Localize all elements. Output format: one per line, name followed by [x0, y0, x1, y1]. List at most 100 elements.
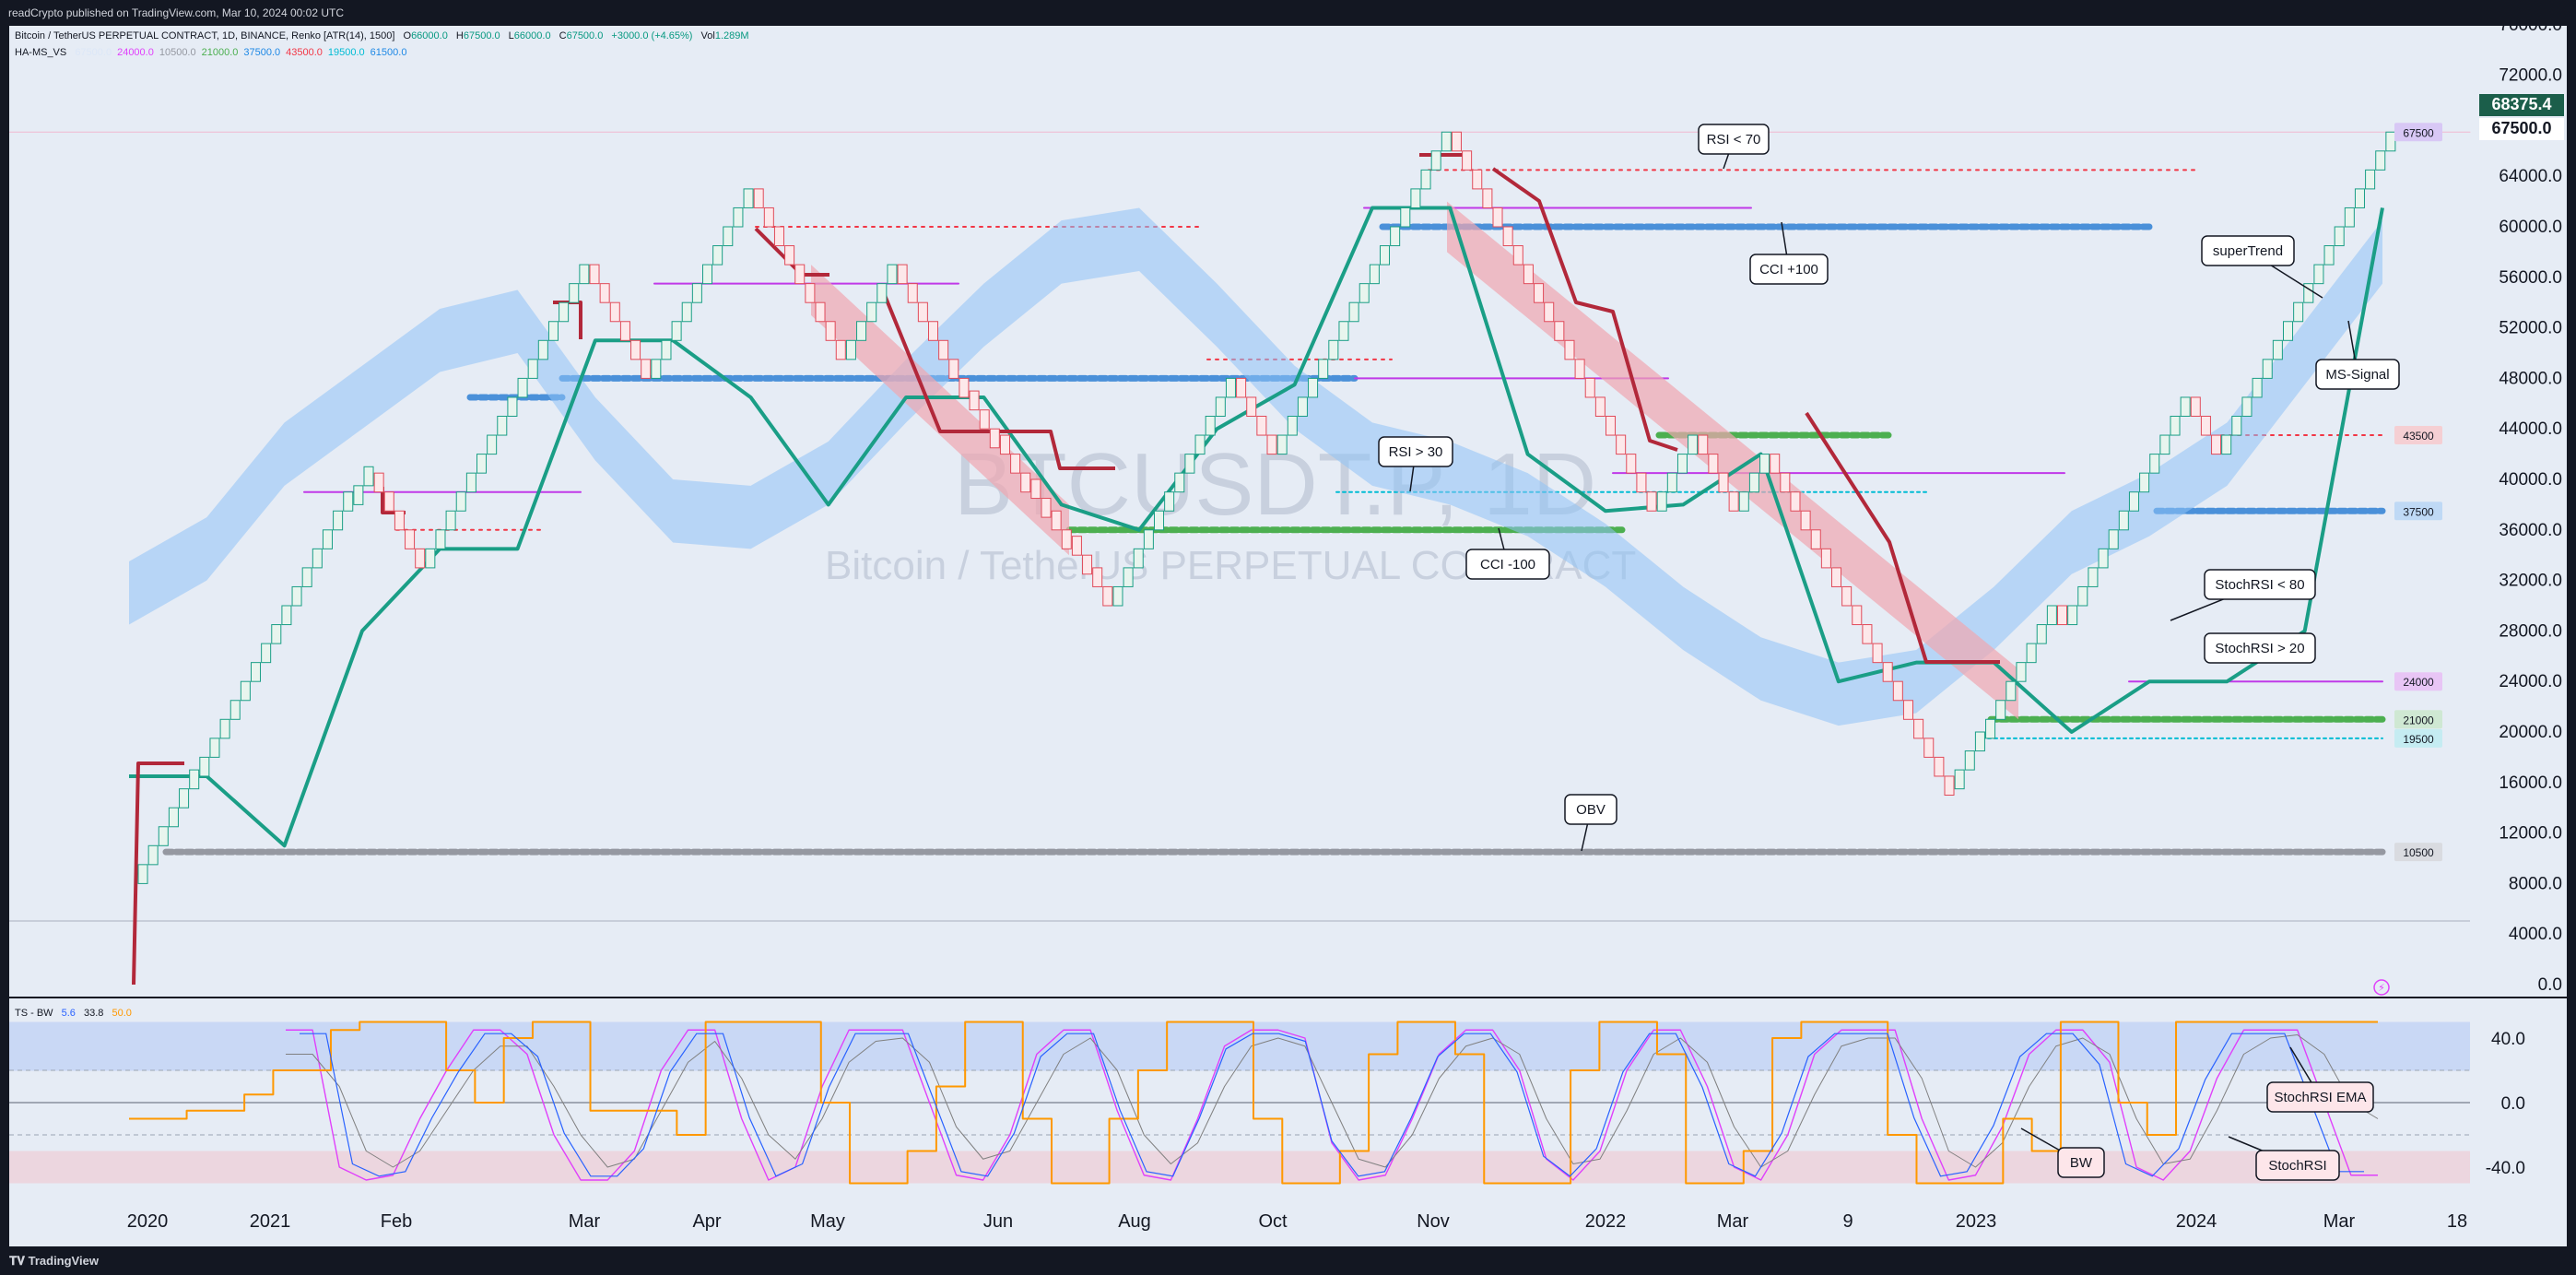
- renko-brick: [619, 321, 630, 341]
- callout-label: RSI > 30: [1389, 444, 1443, 460]
- time-tick: 18: [2447, 1211, 2467, 1232]
- renko-brick: [1646, 491, 1657, 512]
- callout-label: BW: [2070, 1155, 2093, 1171]
- renko-brick: [507, 396, 518, 418]
- osc-name: TS - BW: [15, 1008, 53, 1019]
- renko-brick: [1780, 472, 1791, 493]
- renko-brick: [189, 769, 200, 790]
- renko-brick: [1800, 510, 1811, 531]
- time-tick: 9: [1842, 1211, 1853, 1232]
- price-tick: 40000.0: [2499, 470, 2562, 490]
- price-tick: 48000.0: [2499, 369, 2562, 388]
- supertrend-bear-line: [878, 283, 1115, 470]
- renko-brick: [1215, 396, 1226, 418]
- price-tick: 60000.0: [2499, 218, 2562, 237]
- callout-label: superTrend: [2213, 243, 2283, 259]
- renko-brick: [1564, 339, 1575, 360]
- renko-brick: [1369, 264, 1380, 285]
- renko-brick: [363, 466, 374, 487]
- renko-brick: [1534, 283, 1545, 303]
- callout-label: StochRSI: [2268, 1158, 2326, 1174]
- callout-box: [2057, 1147, 2105, 1178]
- renko-brick: [794, 264, 806, 285]
- renko-brick: [209, 738, 220, 758]
- renko-brick: [1420, 169, 1431, 190]
- renko-brick: [2303, 283, 2314, 303]
- renko-brick: [2098, 548, 2109, 569]
- callout-label: StochRSI < 80: [2215, 577, 2304, 593]
- supertrend-bear-line: [1805, 411, 2000, 664]
- renko-brick: [1718, 472, 1729, 493]
- renko-brick: [2077, 585, 2088, 607]
- indicator-value-5: 43500.0: [286, 47, 323, 58]
- renko-brick: [1872, 643, 1883, 664]
- footer-brand: TradingView: [28, 1254, 99, 1268]
- renko-brick: [1041, 498, 1052, 518]
- renko-brick: [373, 472, 384, 493]
- renko-brick: [2159, 434, 2170, 455]
- osc-tick: -40.0: [2486, 1159, 2525, 1178]
- renko-brick: [1708, 454, 1719, 474]
- bearish-band: [811, 265, 1069, 556]
- renko-brick: [2057, 605, 2068, 626]
- renko-brick: [1688, 434, 1699, 455]
- close-price-value: 67500.0: [2491, 119, 2551, 137]
- renko-brick: [2118, 510, 2129, 531]
- callout-label: StochRSI EMA: [2274, 1090, 2366, 1105]
- renko-brick: [1616, 434, 1627, 455]
- osc-line-stochrsi-ema: [286, 1034, 2379, 1168]
- renko-brick: [1934, 756, 1945, 777]
- renko-brick: [1205, 416, 1216, 436]
- renko-brick: [1676, 454, 1688, 474]
- renko-brick: [465, 472, 476, 493]
- renko-brick: [948, 359, 959, 379]
- level-tag-bg: [2394, 728, 2442, 748]
- callout-box: [2315, 359, 2400, 390]
- indicator-value-0: 67500.0: [75, 47, 112, 58]
- renko-brick: [1010, 454, 1021, 474]
- time-tick: Mar: [1717, 1211, 1749, 1232]
- callout-label: OBV: [1576, 802, 1606, 818]
- renko-brick: [835, 339, 846, 360]
- time-tick: 2024: [2176, 1211, 2217, 1232]
- renko-brick: [2026, 643, 2037, 664]
- callout-box: [1749, 254, 1829, 285]
- legend-volume: 1.289M: [715, 30, 749, 41]
- renko-brick: [2231, 416, 2242, 436]
- renko-brick: [691, 283, 702, 303]
- price-tick: 0.0: [2538, 975, 2562, 995]
- alert-icon[interactable]: [2373, 979, 2390, 996]
- renko-brick: [1338, 321, 1349, 341]
- renko-brick: [547, 321, 559, 341]
- renko-brick: [353, 485, 364, 505]
- renko-brick: [1544, 301, 1555, 323]
- renko-brick: [969, 390, 980, 411]
- renko-brick: [2016, 662, 2027, 682]
- legend-open-value: 66000.0: [411, 30, 448, 41]
- chart-canvas[interactable]: BTCUSDT.P, 1D Bitcoin / TetherUS PERPETU…: [8, 16, 2567, 1246]
- renko-brick: [569, 283, 580, 303]
- price-tick: 44000.0: [2499, 419, 2562, 439]
- renko-brick: [1297, 396, 1308, 418]
- renko-brick: [681, 301, 692, 323]
- price-tick: 76000.0: [2499, 26, 2562, 35]
- renko-brick: [1123, 567, 1134, 587]
- renko-brick: [1738, 491, 1749, 512]
- price-tick: 12000.0: [2499, 824, 2562, 844]
- renko-brick: [702, 264, 713, 285]
- last-price-value: 68375.4: [2491, 95, 2551, 113]
- renko-brick: [271, 624, 282, 644]
- renko-brick: [1790, 491, 1801, 512]
- callout-label: CCI +100: [1759, 262, 1818, 277]
- legend-volume-label: Vol: [701, 30, 715, 41]
- renko-brick: [168, 807, 179, 828]
- time-tick: Mar: [569, 1211, 601, 1232]
- renko-brick: [445, 510, 456, 531]
- renko-brick: [1348, 301, 1359, 323]
- level-tag: 37500: [2403, 505, 2434, 518]
- renko-brick: [999, 434, 1010, 455]
- osc-value-2: 33.8: [84, 1008, 103, 1019]
- renko-brick: [589, 264, 600, 285]
- level-tag: 67500: [2403, 126, 2434, 139]
- price-tick: 8000.0: [2509, 874, 2562, 893]
